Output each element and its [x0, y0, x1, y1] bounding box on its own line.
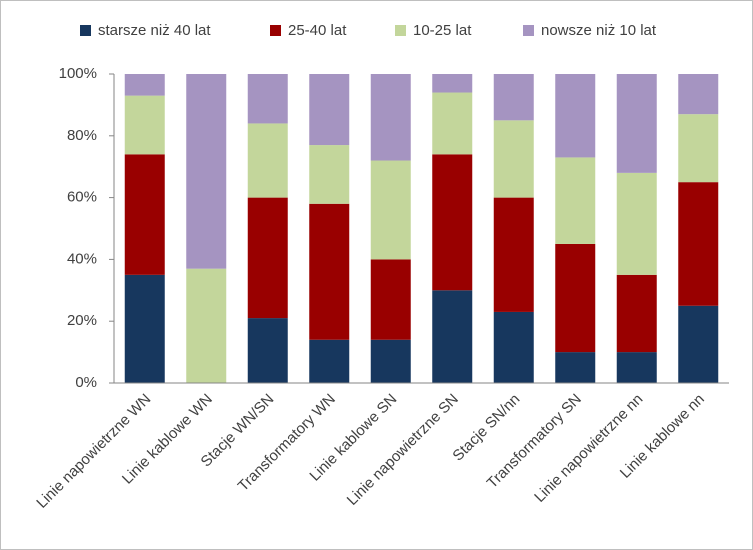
bar-segment	[555, 74, 596, 158]
bar-segment	[124, 154, 165, 275]
bar-segment	[555, 243, 596, 353]
bar-segment	[432, 290, 473, 383]
bar-segment	[432, 154, 473, 291]
legend-label: 25-40 lat	[288, 22, 347, 39]
bar-segment	[616, 352, 657, 383]
bar-segment	[309, 339, 350, 383]
bar-segment	[432, 92, 473, 155]
bar-segment	[555, 157, 596, 244]
bar-segment	[678, 305, 719, 383]
bar-segment	[309, 74, 350, 146]
bar-segment	[616, 74, 657, 173]
bar-segment	[124, 95, 165, 155]
legend-swatch	[395, 25, 406, 36]
bar-segment	[678, 182, 719, 306]
y-tick-label: 40%	[67, 250, 97, 267]
bar-segment	[370, 160, 411, 260]
bar-segment	[370, 339, 411, 383]
y-tick-label: 80%	[67, 127, 97, 144]
bar-segment	[247, 123, 288, 198]
bar-segment	[616, 172, 657, 275]
legend-label: starsze niż 40 lat	[98, 22, 211, 39]
bar-segment	[493, 197, 534, 312]
legend-swatch	[523, 25, 534, 36]
bar-segment	[247, 318, 288, 383]
legend-swatch	[270, 25, 281, 36]
bar-segment	[370, 259, 411, 340]
bar-segment	[555, 352, 596, 383]
bar-segment	[247, 74, 288, 124]
legend-swatch	[80, 25, 91, 36]
bar-segment	[247, 197, 288, 319]
bar-segment	[186, 268, 227, 383]
bar-segment	[432, 74, 473, 93]
y-tick-label: 60%	[67, 189, 97, 206]
bar-segment	[616, 274, 657, 353]
bar-segment	[678, 114, 719, 183]
bar-segment	[493, 311, 534, 383]
bar-segment	[309, 145, 350, 204]
bar-segment	[124, 74, 165, 96]
bar-segment	[186, 74, 227, 269]
legend-label: nowsze niż 10 lat	[541, 22, 657, 39]
bar-segment	[309, 203, 350, 340]
bar-segment	[370, 74, 411, 161]
bar-segment	[493, 120, 534, 198]
legend-label: 10-25 lat	[413, 22, 472, 39]
y-tick-label: 20%	[67, 312, 97, 329]
bar-segment	[493, 74, 534, 121]
bar-segment	[678, 74, 719, 115]
bar-segment	[124, 274, 165, 383]
y-tick-label: 100%	[59, 65, 97, 82]
y-tick-label: 0%	[75, 374, 97, 391]
